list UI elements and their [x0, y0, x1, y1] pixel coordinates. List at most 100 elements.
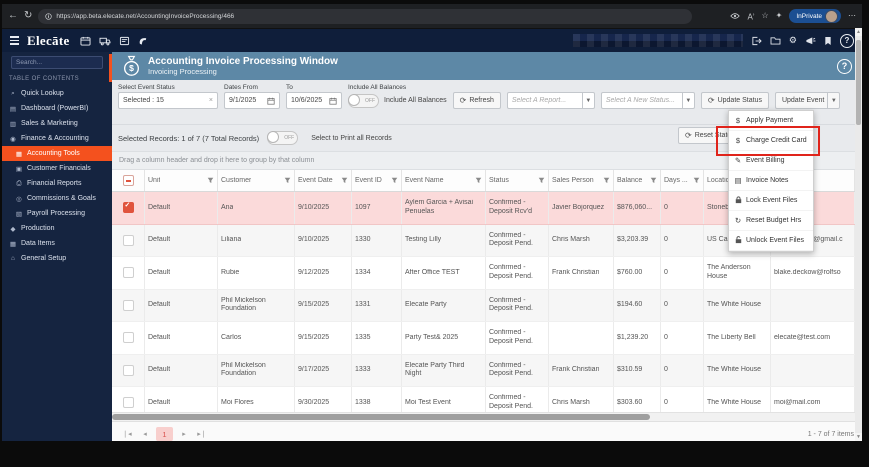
sidebar-item-data-items[interactable]: ▦ Data Items: [2, 236, 112, 251]
hamburger-menu-icon[interactable]: [10, 36, 19, 45]
delivery-truck-icon[interactable]: [99, 36, 111, 46]
refresh-button[interactable]: ⟳ Refresh: [452, 92, 501, 109]
filter-icon[interactable]: [475, 177, 482, 184]
sidebar-item-payroll-processing[interactable]: ▧ Payroll Processing: [2, 206, 112, 221]
sidebar-item-commissions-goals[interactable]: ◎ Commissions & Goals: [2, 191, 112, 206]
extensions-icon[interactable]: ✦: [775, 11, 783, 20]
filter-icon[interactable]: [341, 177, 348, 184]
module-help-icon[interactable]: ?: [837, 58, 852, 74]
menu-item-invoice-notes[interactable]: ▤ Invoice Notes: [729, 171, 813, 191]
back-icon[interactable]: ←: [8, 10, 18, 21]
row-checkbox[interactable]: [112, 289, 145, 321]
gear-icon[interactable]: ⚙: [788, 35, 797, 45]
menu-item-lock-event-files[interactable]: Lock Event Files: [729, 191, 813, 211]
column-header-event-date[interactable]: Event Date: [295, 170, 352, 191]
row-checkbox[interactable]: [112, 387, 145, 412]
sidebar-item-production[interactable]: ◆ Production: [2, 221, 112, 236]
pos-terminal-icon[interactable]: [119, 36, 130, 46]
sidebar-item-finance-accounting[interactable]: ◉ Finance & Accounting: [2, 131, 112, 146]
row-checkbox[interactable]: [112, 354, 145, 386]
sidebar-scrollbar-thumb[interactable]: [109, 54, 112, 82]
menu-item-event-billing[interactable]: ✎ Event Billing: [729, 151, 813, 171]
megaphone-icon[interactable]: [805, 36, 816, 46]
scroll-down-icon[interactable]: ▼: [855, 433, 862, 441]
reset-state-button[interactable]: ⟳ Reset State: [678, 127, 739, 144]
inprivate-badge[interactable]: InPrivate: [789, 9, 841, 23]
event-status-input[interactable]: Selected : 15 ×: [118, 92, 218, 109]
chevron-down-icon[interactable]: ▼: [681, 93, 694, 108]
update-event-button[interactable]: Update Event ▼: [774, 92, 841, 109]
print-all-toggle[interactable]: OFF: [267, 131, 299, 145]
calendar-icon[interactable]: [267, 97, 275, 105]
favorites-star-icon[interactable]: ☆: [761, 11, 769, 20]
sidebar-item-general-setup[interactable]: ⌂ General Setup: [2, 251, 112, 266]
column-header-customer[interactable]: Customer: [218, 170, 295, 191]
bookmark-icon[interactable]: [824, 36, 832, 46]
filter-icon[interactable]: [693, 177, 700, 184]
phone-icon[interactable]: [138, 36, 149, 46]
filter-icon[interactable]: [284, 177, 291, 184]
table-row[interactable]: Default Moi Flores 9/30/2025 1338 Moi Test E…: [112, 387, 862, 412]
table-row[interactable]: Default Phil Mickelson Foundation 9/15/202…: [112, 289, 862, 322]
column-header-status[interactable]: Status: [486, 170, 549, 191]
filter-icon[interactable]: [207, 177, 214, 184]
sidebar-item-financial-reports[interactable]: ⎙ Financial Reports: [2, 176, 112, 191]
report-select[interactable]: Select A Report... ▼: [506, 92, 595, 109]
menu-item-reset-budget-hrs[interactable]: ↻ Reset Budget Hrs: [729, 211, 813, 231]
header-help-icon[interactable]: ?: [840, 33, 854, 48]
select-all-checkbox[interactable]: [112, 170, 145, 191]
clear-icon[interactable]: ×: [208, 97, 213, 104]
filter-icon[interactable]: [538, 177, 545, 184]
column-header-event-id[interactable]: Event ID: [352, 170, 402, 191]
sidebar-search-input[interactable]: [11, 56, 103, 69]
pager-first-button[interactable]: ❘◂: [122, 431, 132, 438]
vertical-scrollbar-thumb[interactable]: [856, 40, 861, 125]
new-status-select[interactable]: Select A New Status... ▼: [600, 92, 695, 109]
chevron-down-icon[interactable]: ▼: [581, 93, 594, 108]
row-checkbox[interactable]: [112, 192, 145, 224]
dates-from-input[interactable]: 9/1/2025: [224, 92, 280, 109]
filter-icon[interactable]: [391, 177, 398, 184]
row-checkbox[interactable]: [112, 224, 145, 256]
group-by-bar[interactable]: Drag a column header and drop it here to…: [112, 151, 862, 170]
calendar-icon[interactable]: [329, 97, 337, 105]
text-size-icon[interactable]: A›: [747, 11, 755, 22]
column-header-days[interactable]: Days ...: [661, 170, 704, 191]
pager-page-1[interactable]: 1: [156, 427, 173, 441]
indeterminate-checkbox-icon[interactable]: [122, 175, 134, 186]
row-checkbox[interactable]: [112, 257, 145, 289]
column-header-event-name[interactable]: Event Name: [402, 170, 486, 191]
horizontal-scrollbar[interactable]: ▸: [112, 412, 862, 421]
browser-menu-icon[interactable]: ⋯: [848, 11, 856, 20]
sidebar-item-quick-lookup[interactable]: ⌕ Quick Lookup: [2, 86, 112, 101]
booking-calendar-icon[interactable]: [80, 36, 91, 46]
folder-icon[interactable]: [770, 36, 781, 45]
column-header-sales-person[interactable]: Sales Person: [549, 170, 614, 191]
sidebar-item-sales-marketing[interactable]: ▥ Sales & Marketing: [2, 116, 112, 131]
row-checkbox[interactable]: [112, 322, 145, 354]
pager-last-button[interactable]: ▸❘: [197, 431, 207, 438]
sidebar-item-accounting-tools[interactable]: ▦ Accounting Tools: [2, 146, 112, 161]
scroll-up-icon[interactable]: ▲: [855, 28, 862, 36]
menu-item-charge-credit-card[interactable]: $ Charge Credit Card: [729, 131, 813, 151]
vertical-scrollbar[interactable]: ▲ ▼: [855, 28, 862, 441]
update-event-dropdown-icon[interactable]: ▼: [827, 93, 839, 108]
address-bar[interactable]: https://app.beta.elecate.net/AccountingI…: [38, 8, 693, 24]
sidebar-item-dashboard-powerbi[interactable]: ▤ Dashboard (PowerBI): [2, 101, 112, 116]
logout-icon[interactable]: [751, 36, 762, 46]
include-all-balances-toggle[interactable]: OFF: [348, 93, 379, 108]
filter-icon[interactable]: [603, 177, 610, 184]
pager-next-button[interactable]: ▸: [182, 431, 186, 438]
update-status-button[interactable]: ⟳ Update Status: [700, 92, 769, 109]
table-row[interactable]: Default Rubie 9/12/2025 1334 After Office TE…: [112, 257, 862, 290]
menu-item-apply-payment[interactable]: $ Apply Payment: [729, 111, 813, 131]
pager-prev-button[interactable]: ◂: [143, 431, 147, 438]
dates-to-input[interactable]: 10/6/2025: [286, 92, 342, 109]
reload-icon[interactable]: ↻: [24, 10, 33, 21]
column-header-unit[interactable]: Unit: [145, 170, 218, 191]
column-header-balance[interactable]: Balance: [614, 170, 661, 191]
table-row[interactable]: Default Carlos 9/15/2025 1335 Party Test& 20…: [112, 322, 862, 355]
sidebar-item-customer-financials[interactable]: ▣ Customer Financials: [2, 161, 112, 176]
filter-icon[interactable]: [650, 177, 657, 184]
menu-item-unlock-event-files[interactable]: Unlock Event Files: [729, 231, 813, 251]
